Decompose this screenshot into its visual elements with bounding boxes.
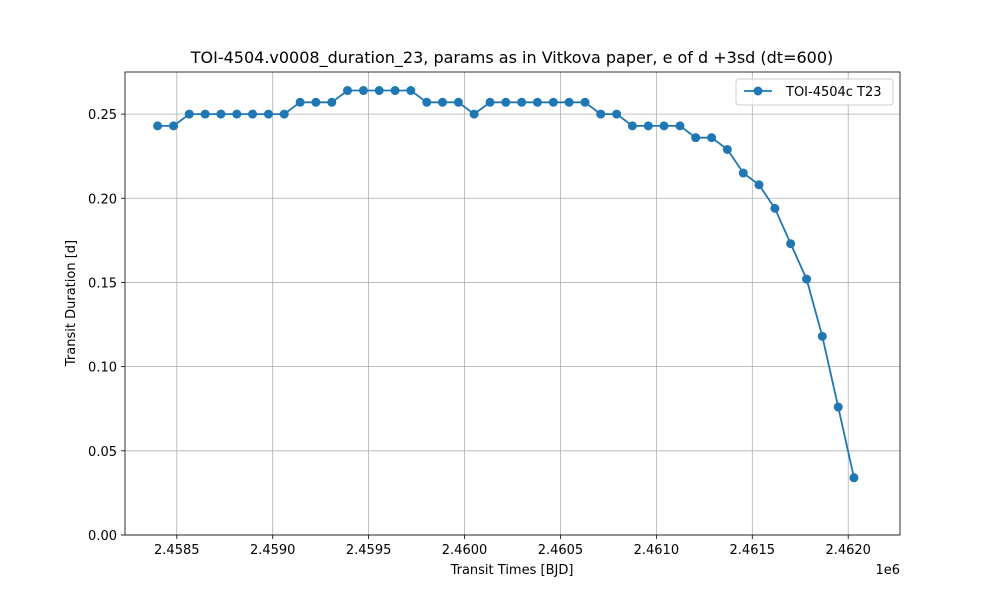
data-point [596, 109, 606, 119]
x-tick-label: 2.4595 [346, 543, 392, 558]
y-tick-label: 0.05 [88, 445, 117, 460]
data-point [722, 144, 732, 154]
data-point [422, 97, 432, 107]
data-point [691, 133, 701, 143]
x-tick-label: 2.4615 [730, 543, 776, 558]
y-tick-label: 0.15 [88, 276, 117, 291]
data-point [437, 97, 447, 107]
x-tick-label: 2.4610 [634, 543, 680, 558]
data-point [232, 109, 242, 119]
data-point [248, 109, 258, 119]
legend-label: TOI-4504c T23 [785, 85, 882, 100]
data-point [406, 86, 416, 96]
data-point [675, 121, 685, 131]
data-point [754, 180, 764, 190]
y-tick-label: 0.00 [88, 529, 117, 544]
data-point [501, 97, 511, 107]
data-point [184, 109, 194, 119]
data-point [738, 168, 748, 178]
data-point [548, 97, 558, 107]
data-point [153, 121, 163, 131]
data-point [627, 121, 637, 131]
data-point [263, 109, 273, 119]
data-point [200, 109, 210, 119]
x-tick-label: 2.4605 [538, 543, 584, 558]
x-offset-label: 1e6 [875, 563, 900, 578]
legend: TOI-4504c T23 [735, 78, 894, 106]
data-point [849, 473, 859, 483]
data-point [485, 97, 495, 107]
y-tick-label: 0.20 [88, 192, 117, 207]
x-tick-label: 2.4590 [250, 543, 296, 558]
data-point [802, 274, 812, 284]
data-point [327, 97, 337, 107]
legend-box [735, 78, 894, 106]
x-tick-label: 2.4620 [825, 543, 871, 558]
y-axis-label: Transit Duration [d] [64, 240, 79, 367]
data-point [453, 97, 463, 107]
data-point [279, 109, 289, 119]
data-point [311, 97, 321, 107]
data-point [817, 331, 827, 341]
data-point [833, 402, 843, 412]
plot-area-border [124, 71, 901, 536]
y-tick-label: 0.10 [88, 361, 117, 376]
data-point [564, 97, 574, 107]
data-point [532, 97, 542, 107]
data-point [295, 97, 305, 107]
data-point [390, 86, 400, 96]
legend-marker [753, 86, 763, 96]
data-point [517, 97, 527, 107]
y-tick-label: 0.25 [88, 108, 117, 123]
data-point [786, 239, 796, 249]
x-tick-label: 2.4600 [442, 543, 488, 558]
plot-frame [124, 71, 901, 536]
data-point [707, 133, 717, 143]
data-point [343, 86, 353, 96]
data-point [643, 121, 653, 131]
data-point [374, 86, 384, 96]
data-point [469, 109, 479, 119]
x-tick-label: 2.4585 [154, 543, 200, 558]
data-point [770, 203, 780, 213]
chart-title: TOI-4504.v0008_duration_23, params as in… [190, 48, 834, 68]
data-point [659, 121, 669, 131]
data-point [580, 97, 590, 107]
series-layer [153, 86, 859, 483]
data-point [358, 86, 368, 96]
axis-ticks: 2.4585 2.4590 2.4595 2.4600 2.4605 2.4610 2.46… [88, 108, 871, 558]
data-point [216, 109, 226, 119]
data-point [612, 109, 622, 119]
data-point [169, 121, 179, 131]
x-axis-label: Transit Times [BJD] [450, 563, 574, 578]
